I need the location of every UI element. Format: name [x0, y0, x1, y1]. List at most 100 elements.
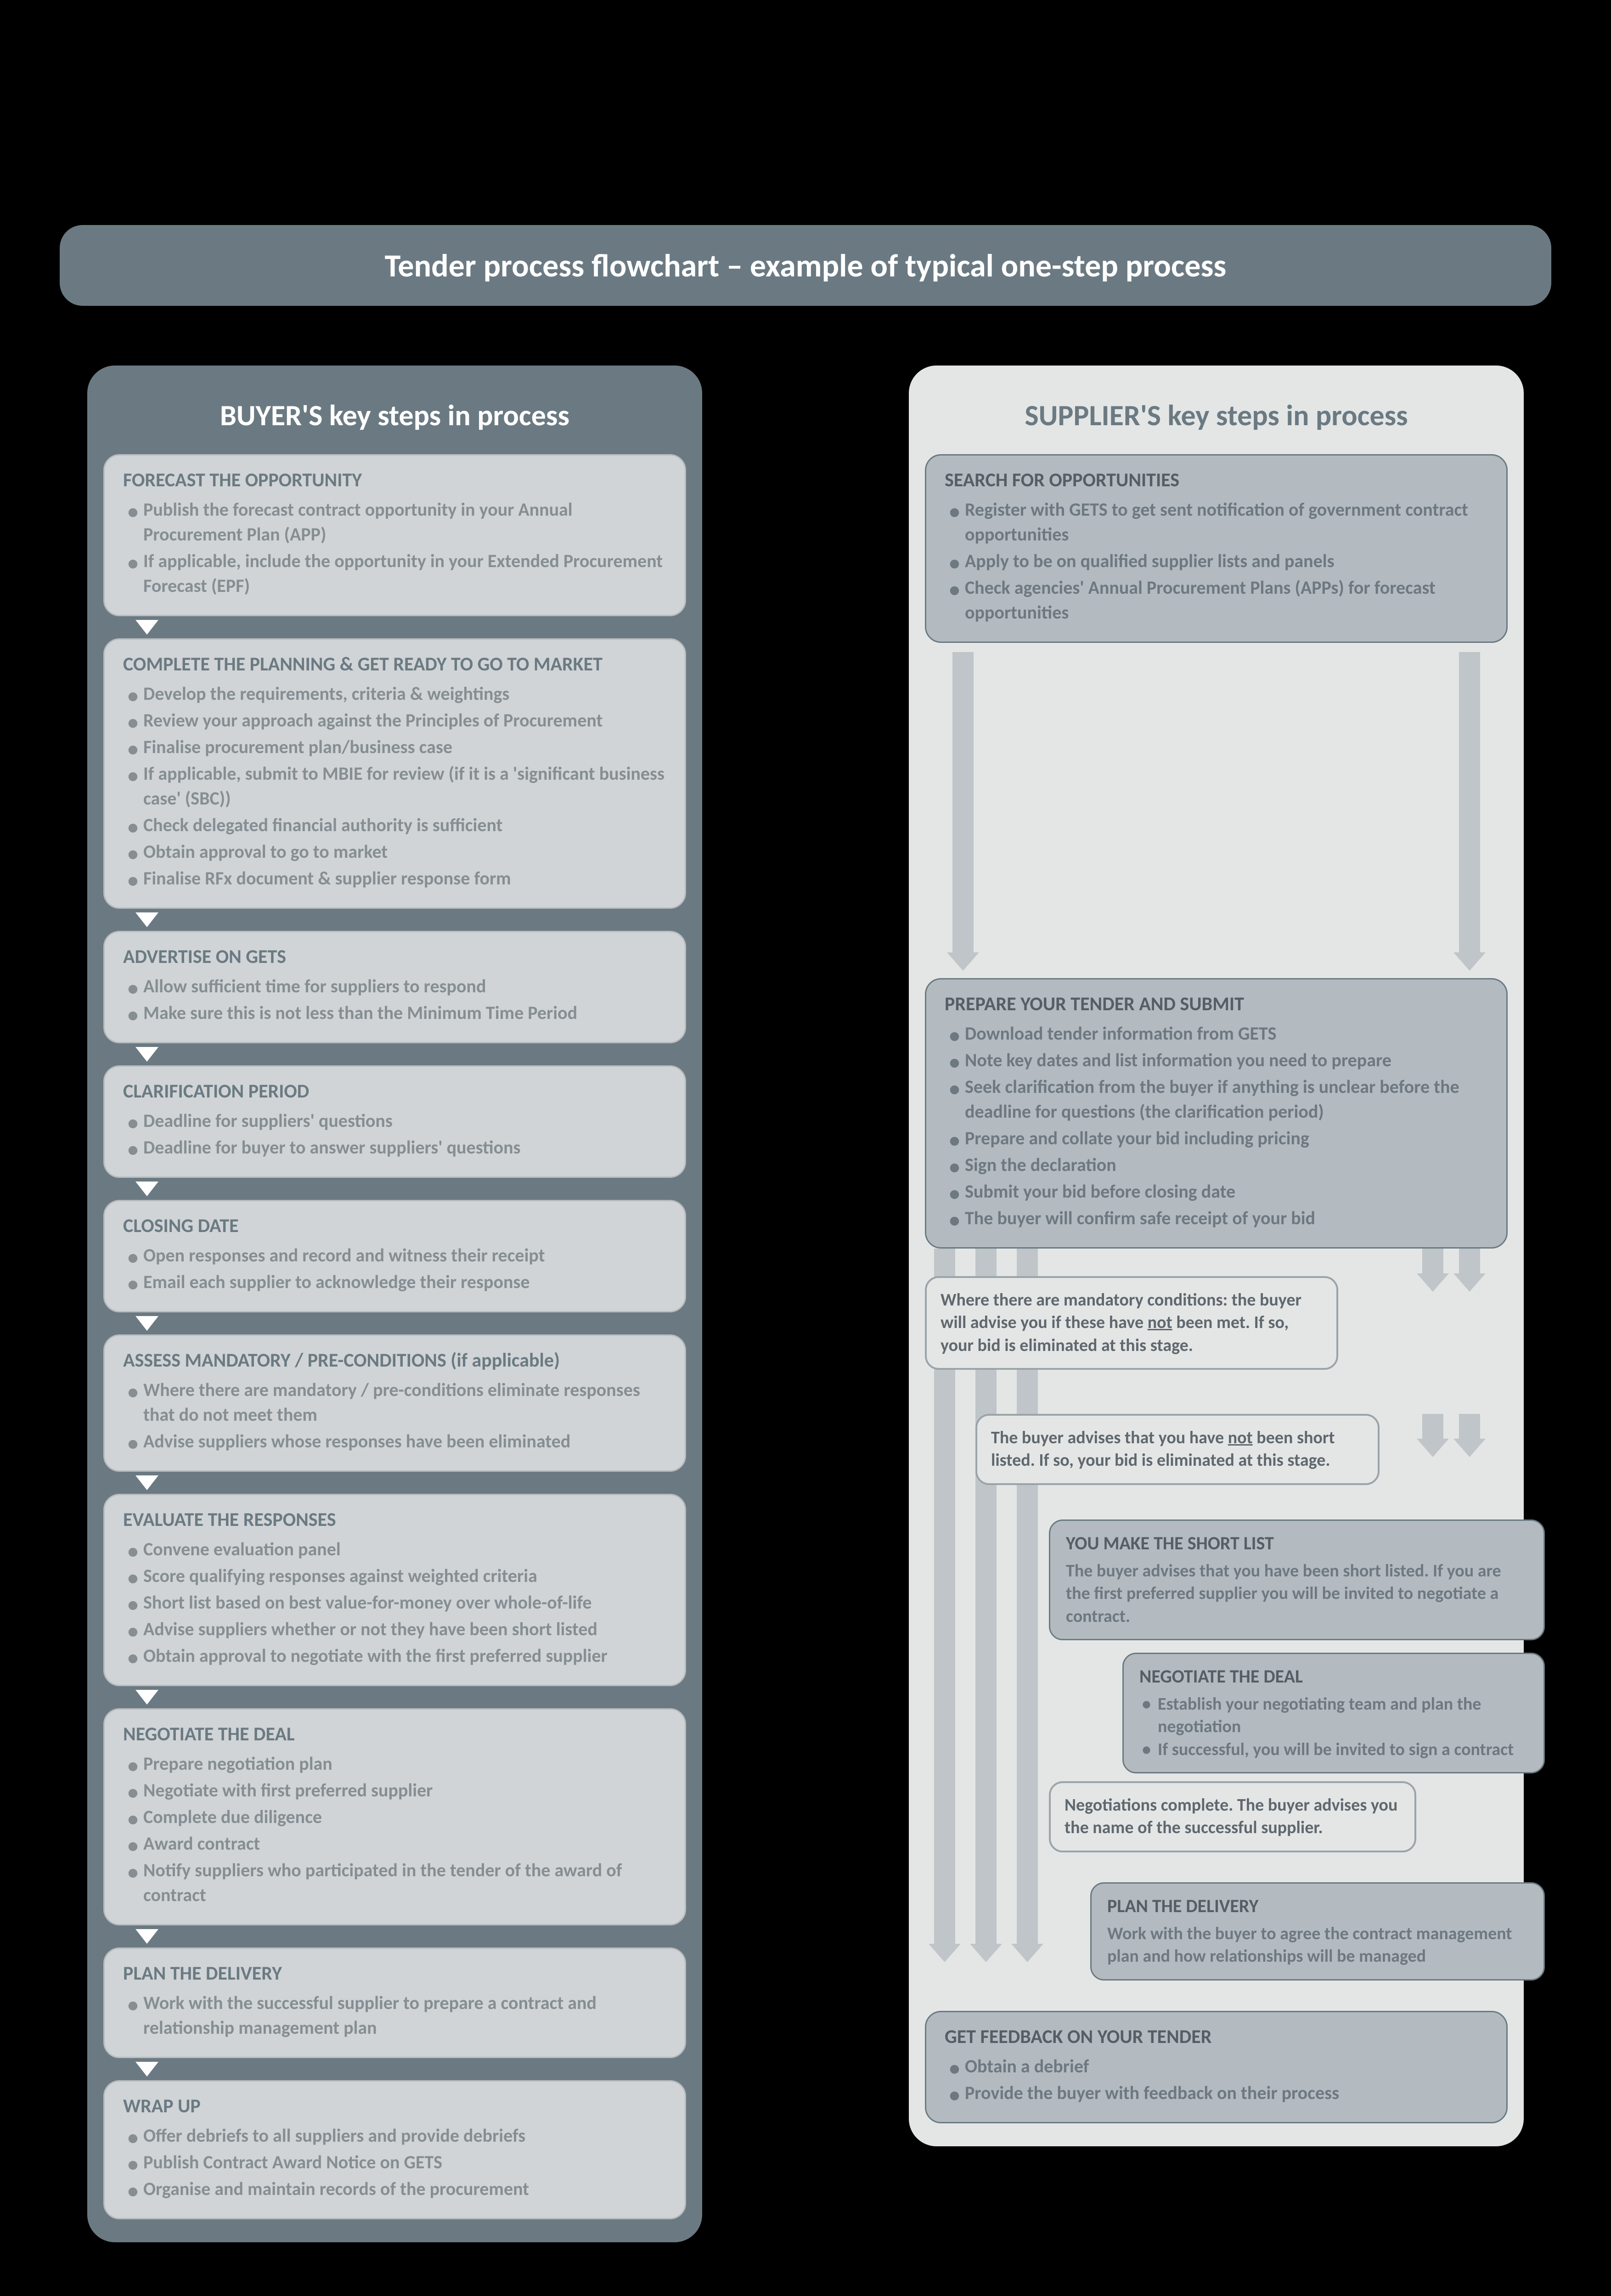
step-item: • Establish your negotiating team and pl…	[1139, 1693, 1528, 1739]
callout-negotiations-complete: Negotiations complete. The buyer advises…	[1049, 1781, 1416, 1852]
step-item: Review your approach against the Princip…	[123, 708, 666, 733]
arrow-down-icon	[135, 2062, 158, 2077]
step-item: Negotiate with first preferred supplier	[123, 1778, 666, 1803]
step-item: Complete due diligence	[123, 1805, 666, 1829]
buyer-step-planning: COMPLETE THE PLANNING & GET READY TO GO …	[103, 638, 686, 909]
step-title: GET FEEDBACK ON YOUR TENDER	[945, 2025, 1488, 2048]
step-item: Finalise procurement plan/business case	[123, 735, 666, 760]
step-item: Offer debriefs to all suppliers and prov…	[123, 2123, 666, 2148]
buyer-step-advertise: ADVERTISE ON GETS Allow sufficient time …	[103, 931, 686, 1043]
step-item: Note key dates and list information you …	[945, 1048, 1488, 1073]
step-item: The buyer will confirm safe receipt of y…	[945, 1206, 1488, 1231]
step-title: SEARCH FOR OPPORTUNITIES	[945, 468, 1488, 492]
callout-underline: not	[1148, 1312, 1172, 1333]
buyer-column: BUYER'S key steps in process FORECAST TH…	[87, 366, 702, 2242]
step-item: Seek clarification from the buyer if any…	[945, 1075, 1488, 1124]
step-item: Submit your bid before closing date	[945, 1179, 1488, 1204]
step-item: Obtain approval to go to market	[123, 839, 666, 864]
step-title: CLARIFICATION PERIOD	[123, 1080, 666, 1103]
flow-line-icon	[1459, 1414, 1480, 1441]
supplier-step-negotiate: NEGOTIATE THE DEAL • Establish your nego…	[1122, 1653, 1545, 1773]
step-title: FORECAST THE OPPORTUNITY	[123, 468, 666, 492]
buyer-heading: BUYER'S key steps in process	[103, 398, 686, 433]
step-item: Register with GETS to get sent notificat…	[945, 497, 1488, 547]
arrow-down-icon	[135, 1047, 158, 1062]
flow-line-icon	[1422, 1414, 1443, 1441]
step-item: Advise suppliers whether or not they hav…	[123, 1617, 666, 1642]
step-title: ADVERTISE ON GETS	[123, 945, 666, 968]
step-item: Short list based on best value-for-money…	[123, 1590, 666, 1615]
step-title: NEGOTIATE THE DEAL	[123, 1722, 666, 1746]
callout-underline: not	[1228, 1427, 1253, 1448]
step-item: Score qualifying responses against weigh…	[123, 1564, 666, 1588]
buyer-step-evaluate: EVALUATE THE RESPONSES Convene evaluatio…	[103, 1494, 686, 1686]
supplier-nested-area: Where there are mandatory conditions: th…	[925, 1249, 1508, 1983]
step-item: Develop the requirements, criteria & wei…	[123, 681, 666, 706]
step-body: Work with the buyer to agree the contrac…	[1107, 1923, 1528, 1968]
step-item: Finalise RFx document & supplier respons…	[123, 866, 666, 891]
step-title: CLOSING DATE	[123, 1214, 666, 1238]
page-title: Tender process flowchart – example of ty…	[60, 225, 1551, 306]
buyer-step-closing: CLOSING DATE Open responses and record a…	[103, 1200, 686, 1312]
step-item: Organise and maintain records of the pro…	[123, 2177, 666, 2201]
flow-line-icon	[1459, 1249, 1480, 1276]
step-item: If applicable, include the opportunity i…	[123, 549, 666, 598]
supplier-step-feedback: GET FEEDBACK ON YOUR TENDER Obtain a deb…	[925, 2011, 1508, 2123]
step-item: Convene evaluation panel	[123, 1537, 666, 1562]
buyer-step-wrapup: WRAP UP Offer debriefs to all suppliers …	[103, 2080, 686, 2219]
step-item: Obtain approval to negotiate with the fi…	[123, 1643, 666, 1668]
step-item: Advise suppliers whose responses have be…	[123, 1429, 666, 1454]
step-title: ASSESS MANDATORY / PRE-CONDITIONS (if ap…	[123, 1349, 666, 1372]
step-title: PLAN THE DELIVERY	[123, 1962, 666, 1985]
arrow-down-icon	[1459, 652, 1480, 955]
step-item: Prepare negotiation plan	[123, 1751, 666, 1776]
step-item: Download tender information from GETS	[945, 1021, 1488, 1046]
step-item: Publish Contract Award Notice on GETS	[123, 2150, 666, 2175]
supplier-step-prepare: PREPARE YOUR TENDER AND SUBMIT Download …	[925, 978, 1508, 1249]
arrow-down-icon	[135, 620, 158, 635]
step-item: Email each supplier to acknowledge their…	[123, 1270, 666, 1294]
step-item: Apply to be on qualified supplier lists …	[945, 549, 1488, 574]
arrow-down-icon	[135, 1475, 158, 1490]
step-title: EVALUATE THE RESPONSES	[123, 1508, 666, 1531]
step-title: NEGOTIATE THE DEAL	[1139, 1665, 1528, 1688]
step-item: Sign the declaration	[945, 1153, 1488, 1177]
flow-line-icon	[1422, 1249, 1443, 1276]
step-item: Allow sufficient time for suppliers to r…	[123, 974, 666, 999]
step-item: Where there are mandatory / pre-conditio…	[123, 1378, 666, 1427]
callout-mandatory: Where there are mandatory conditions: th…	[925, 1276, 1338, 1370]
supplier-step-plan: PLAN THE DELIVERY Work with the buyer to…	[1090, 1882, 1545, 1981]
step-title: PREPARE YOUR TENDER AND SUBMIT	[945, 992, 1488, 1016]
step-body: The buyer advises that you have been sho…	[1066, 1560, 1528, 1628]
arrow-down-icon	[952, 652, 974, 955]
callout-not-shortlisted: The buyer advises that you have not been…	[975, 1414, 1380, 1485]
step-title: WRAP UP	[123, 2094, 666, 2118]
step-item: Open responses and record and witness th…	[123, 1243, 666, 1268]
supplier-step-shortlist: YOU MAKE THE SHORT LIST The buyer advise…	[1049, 1519, 1545, 1640]
step-item: Deadline for buyer to answer suppliers' …	[123, 1135, 666, 1160]
arrow-down-icon	[135, 1690, 158, 1705]
callout-text: The buyer advises that you have	[991, 1427, 1228, 1448]
step-title: YOU MAKE THE SHORT LIST	[1066, 1532, 1528, 1554]
buyer-step-negotiate: NEGOTIATE THE DEAL Prepare negotiation p…	[103, 1708, 686, 1925]
step-item: Award contract	[123, 1831, 666, 1856]
step-item: Notify suppliers who participated in the…	[123, 1858, 666, 1908]
supplier-heading: SUPPLIER'S key steps in process	[925, 398, 1508, 433]
step-title: COMPLETE THE PLANNING & GET READY TO GO …	[123, 653, 666, 676]
columns-container: BUYER'S key steps in process FORECAST TH…	[0, 306, 1611, 2242]
step-item: Make sure this is not less than the Mini…	[123, 1001, 666, 1025]
buyer-step-clarification: CLARIFICATION PERIOD Deadline for suppli…	[103, 1065, 686, 1178]
step-item: Obtain a debrief	[945, 2054, 1488, 2079]
step-item: Publish the forecast contract opportunit…	[123, 497, 666, 547]
step-title: PLAN THE DELIVERY	[1107, 1895, 1528, 1917]
buyer-step-assess: ASSESS MANDATORY / PRE-CONDITIONS (if ap…	[103, 1334, 686, 1472]
step-item: • If successful, you will be invited to …	[1139, 1739, 1528, 1761]
arrow-down-icon	[135, 912, 158, 927]
arrow-down-icon	[135, 1316, 158, 1331]
arrow-down-icon	[135, 1182, 158, 1196]
supplier-step-search: SEARCH FOR OPPORTUNITIES Register with G…	[925, 454, 1508, 643]
step-item: Check delegated financial authority is s…	[123, 813, 666, 838]
buyer-step-forecast: FORECAST THE OPPORTUNITY Publish the for…	[103, 454, 686, 616]
step-item: Provide the buyer with feedback on their…	[945, 2081, 1488, 2105]
step-item: Prepare and collate your bid including p…	[945, 1126, 1488, 1151]
